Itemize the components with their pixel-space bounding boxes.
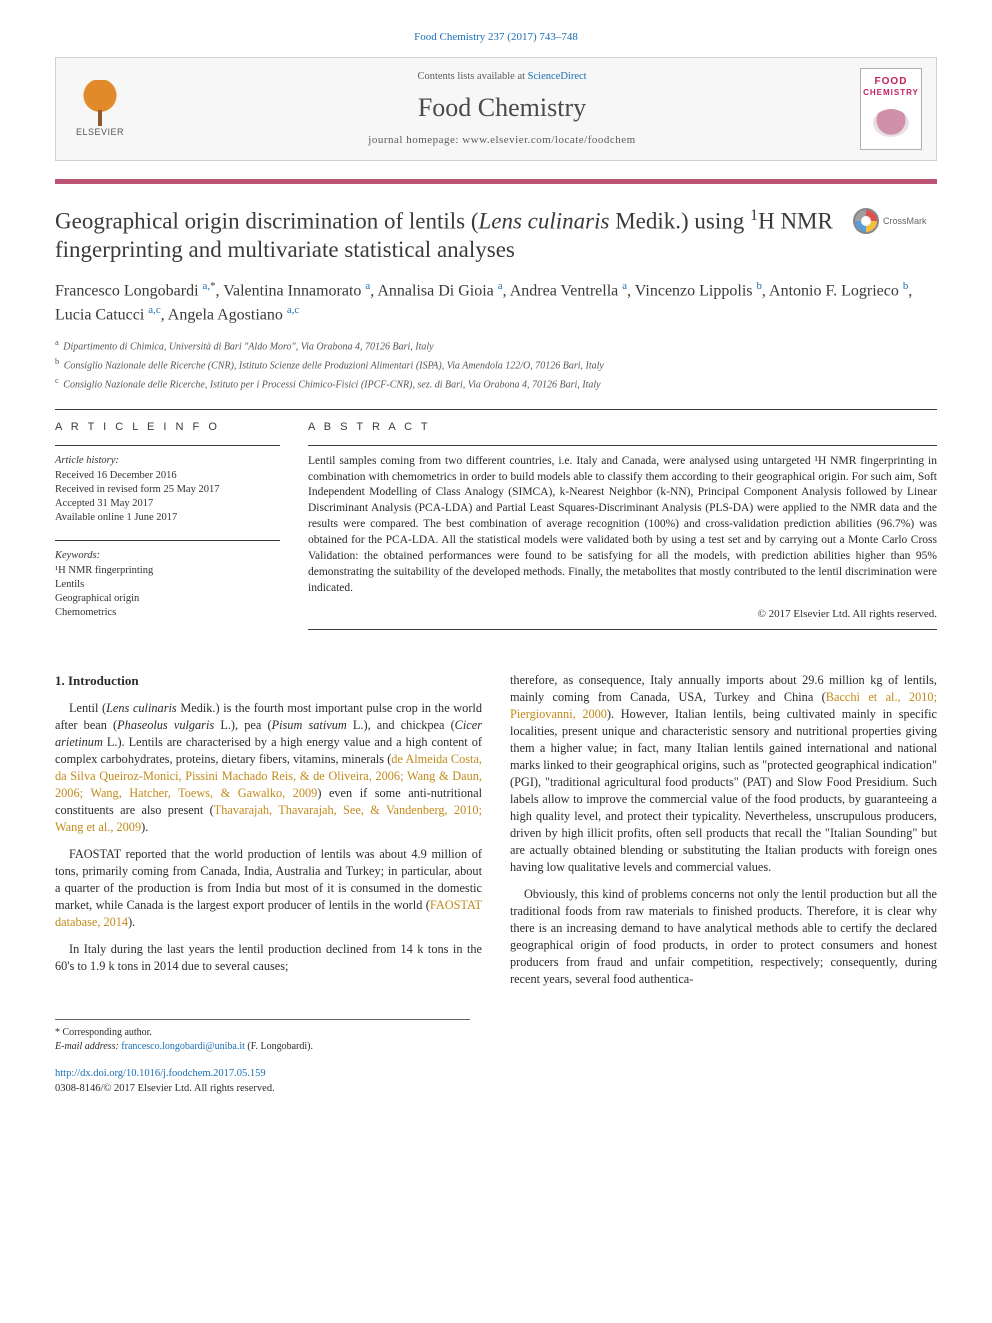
history-line: Received in revised form 25 May 2017 bbox=[55, 483, 280, 497]
divider bbox=[55, 409, 937, 410]
top-citation-link[interactable]: Food Chemistry 237 (2017) 743–748 bbox=[414, 31, 578, 43]
article-info-heading: A R T I C L E I N F O bbox=[55, 420, 280, 435]
body-paragraph: Obviously, this kind of problems concern… bbox=[510, 886, 937, 988]
journal-homepage: journal homepage: www.elsevier.com/locat… bbox=[144, 133, 860, 148]
cover-word-2: CHEMISTRY bbox=[863, 88, 919, 99]
top-citation: Food Chemistry 237 (2017) 743–748 bbox=[55, 30, 937, 45]
journal-homepage-url[interactable]: www.elsevier.com/locate/foodchem bbox=[462, 134, 636, 146]
divider bbox=[55, 445, 280, 446]
abstract-column: A B S T R A C T Lentil samples coming fr… bbox=[308, 420, 937, 635]
abstract-text: Lentil samples coming from two different… bbox=[308, 454, 937, 597]
divider bbox=[308, 445, 937, 446]
keyword: Lentils bbox=[55, 578, 280, 592]
affiliation-line: c Consiglio Nazionale delle Ricerche, Is… bbox=[55, 374, 937, 393]
divider bbox=[55, 540, 280, 541]
author-email-link[interactable]: francesco.longobardi@uniba.it bbox=[121, 1041, 245, 1052]
body-paragraph: FAOSTAT reported that the world producti… bbox=[55, 846, 482, 931]
elsevier-label: ELSEVIER bbox=[76, 126, 124, 138]
history-line: Accepted 31 May 2017 bbox=[55, 497, 280, 511]
affiliation-line: a Dipartimento di Chimica, Università di… bbox=[55, 336, 937, 355]
history-label: Article history: bbox=[55, 454, 280, 468]
abstract-copyright: © 2017 Elsevier Ltd. All rights reserved… bbox=[308, 607, 937, 622]
contents-available: Contents lists available at ScienceDirec… bbox=[144, 70, 860, 84]
sciencedirect-link[interactable]: ScienceDirect bbox=[528, 71, 587, 82]
elsevier-tree-icon bbox=[80, 80, 120, 124]
journal-header: ELSEVIER Contents lists available at Sci… bbox=[55, 57, 937, 161]
body-paragraph: In Italy during the last years the lenti… bbox=[55, 941, 482, 975]
keyword: Geographical origin bbox=[55, 592, 280, 606]
author-email-name: (F. Longobardi). bbox=[245, 1041, 313, 1052]
journal-cover-thumb[interactable]: FOOD CHEMISTRY bbox=[860, 68, 922, 150]
history-line: Available online 1 June 2017 bbox=[55, 511, 280, 525]
corresponding-author-note: * Corresponding author. bbox=[55, 1026, 470, 1040]
journal-name: Food Chemistry bbox=[144, 90, 860, 125]
issn-copyright: 0308-8146/© 2017 Elsevier Ltd. All right… bbox=[55, 1083, 275, 1094]
divider bbox=[308, 629, 937, 630]
abstract-heading: A B S T R A C T bbox=[308, 420, 937, 435]
elsevier-logo[interactable]: ELSEVIER bbox=[70, 74, 130, 144]
crossmark-badge[interactable]: CrossMark bbox=[853, 208, 937, 234]
doi-link[interactable]: http://dx.doi.org/10.1016/j.foodchem.201… bbox=[55, 1068, 266, 1079]
body-paragraph: therefore, as consequence, Italy annuall… bbox=[510, 672, 937, 876]
footnotes: * Corresponding author. E-mail address: … bbox=[55, 1019, 470, 1053]
keywords-label: Keywords: bbox=[55, 549, 280, 563]
crossmark-icon bbox=[853, 208, 879, 234]
article-info-column: A R T I C L E I N F O Article history: R… bbox=[55, 420, 280, 635]
article-title: Geographical origin discrimination of le… bbox=[55, 206, 839, 265]
email-label: E-mail address: bbox=[55, 1041, 121, 1052]
cover-word-1: FOOD bbox=[875, 75, 908, 89]
section-heading-1: 1. Introduction bbox=[55, 672, 482, 690]
keyword: ¹H NMR fingerprinting bbox=[55, 564, 280, 578]
body-paragraph: Lentil (Lens culinaris Medik.) is the fo… bbox=[55, 700, 482, 836]
affiliation-line: b Consiglio Nazionale delle Ricerche (CN… bbox=[55, 355, 937, 374]
crossmark-label: CrossMark bbox=[883, 215, 927, 227]
accent-rule bbox=[55, 179, 937, 184]
cover-art-icon bbox=[873, 109, 909, 137]
affiliations: a Dipartimento di Chimica, Università di… bbox=[55, 336, 937, 392]
footer: http://dx.doi.org/10.1016/j.foodchem.201… bbox=[55, 1067, 937, 1095]
author-list: Francesco Longobardi a,*, Valentina Inna… bbox=[55, 279, 937, 326]
history-line: Received 16 December 2016 bbox=[55, 469, 280, 483]
keyword: Chemometrics bbox=[55, 606, 280, 620]
article-body: 1. Introduction Lentil (Lens culinaris M… bbox=[55, 672, 937, 991]
